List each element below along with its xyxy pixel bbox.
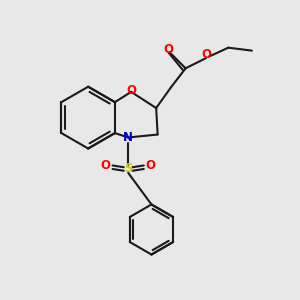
Text: N: N: [123, 131, 133, 144]
Text: O: O: [163, 43, 173, 56]
Text: O: O: [202, 48, 212, 61]
Text: O: O: [100, 159, 110, 172]
Text: O: O: [126, 84, 136, 97]
Text: O: O: [146, 159, 156, 172]
Text: S: S: [124, 162, 132, 175]
